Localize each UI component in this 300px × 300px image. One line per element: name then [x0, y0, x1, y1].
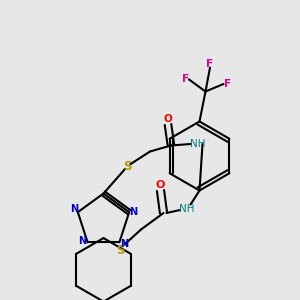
Text: N: N: [120, 239, 128, 249]
Text: O: O: [156, 180, 165, 190]
Text: N: N: [129, 207, 137, 217]
Text: F: F: [206, 59, 214, 69]
Text: NH: NH: [190, 139, 206, 149]
Text: N: N: [78, 236, 86, 246]
Text: S: S: [116, 244, 124, 257]
Text: N: N: [70, 204, 78, 214]
Text: S: S: [123, 160, 132, 173]
Text: F: F: [182, 74, 189, 85]
Text: F: F: [224, 79, 231, 89]
Text: O: O: [164, 114, 172, 124]
Text: NH: NH: [179, 203, 195, 214]
